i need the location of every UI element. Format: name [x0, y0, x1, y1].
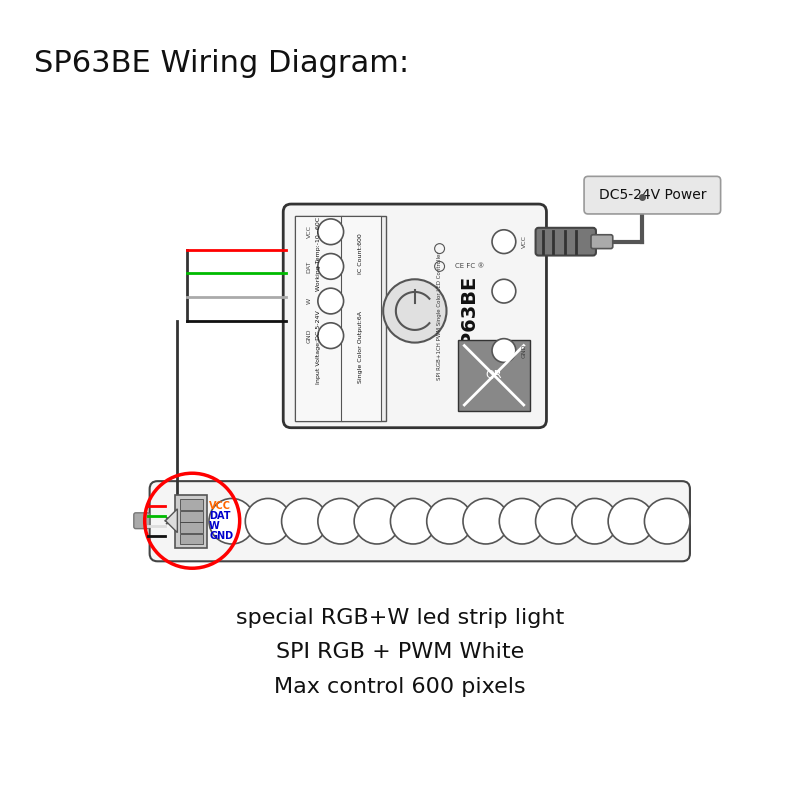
FancyBboxPatch shape — [535, 228, 596, 255]
Circle shape — [492, 230, 516, 254]
Circle shape — [426, 498, 472, 544]
Circle shape — [535, 498, 581, 544]
Text: VCC: VCC — [306, 226, 311, 238]
Circle shape — [282, 498, 327, 544]
Text: IC Count:600: IC Count:600 — [358, 233, 363, 274]
Text: GND: GND — [306, 329, 311, 343]
Text: Max control 600 pixels: Max control 600 pixels — [274, 677, 526, 697]
Circle shape — [645, 498, 690, 544]
Circle shape — [390, 498, 436, 544]
Circle shape — [383, 279, 446, 342]
Circle shape — [318, 254, 343, 279]
FancyBboxPatch shape — [180, 522, 202, 533]
FancyBboxPatch shape — [584, 176, 721, 214]
Text: VCC: VCC — [209, 501, 231, 511]
Text: CE FC ®: CE FC ® — [454, 263, 484, 270]
Text: DAT: DAT — [306, 260, 311, 273]
Text: SPI RGB+1CH PWM Single Color LED Controller: SPI RGB+1CH PWM Single Color LED Control… — [437, 251, 442, 380]
FancyBboxPatch shape — [591, 234, 613, 249]
Text: QR: QR — [486, 370, 502, 380]
FancyBboxPatch shape — [150, 481, 690, 562]
FancyBboxPatch shape — [295, 216, 386, 421]
Circle shape — [354, 498, 400, 544]
FancyBboxPatch shape — [283, 204, 546, 428]
Text: SP63BE: SP63BE — [460, 274, 478, 358]
Text: Single Color Output:6A: Single Color Output:6A — [358, 311, 363, 383]
Polygon shape — [166, 509, 178, 533]
FancyBboxPatch shape — [180, 499, 202, 510]
Circle shape — [318, 219, 343, 245]
Circle shape — [492, 338, 516, 362]
Text: SP63BE Wiring Diagram:: SP63BE Wiring Diagram: — [34, 49, 409, 78]
Text: DC5-24V Power: DC5-24V Power — [598, 188, 706, 202]
FancyBboxPatch shape — [458, 340, 530, 411]
FancyBboxPatch shape — [175, 495, 207, 549]
Text: DAT: DAT — [209, 510, 230, 521]
Circle shape — [608, 498, 654, 544]
Text: GND: GND — [522, 343, 526, 358]
Circle shape — [318, 498, 363, 544]
Circle shape — [318, 323, 343, 349]
FancyBboxPatch shape — [180, 534, 202, 545]
Text: GND: GND — [209, 530, 233, 541]
Text: Working Temp:-10~60C: Working Temp:-10~60C — [316, 217, 322, 290]
Circle shape — [209, 498, 254, 544]
Circle shape — [463, 498, 509, 544]
Circle shape — [499, 498, 545, 544]
Circle shape — [246, 498, 291, 544]
Circle shape — [492, 279, 516, 303]
Circle shape — [318, 288, 343, 314]
Text: special RGB+W led strip light: special RGB+W led strip light — [236, 608, 564, 628]
Text: SPI RGB + PWM White: SPI RGB + PWM White — [276, 642, 524, 662]
Text: W: W — [306, 298, 311, 304]
Text: W: W — [209, 521, 220, 530]
FancyBboxPatch shape — [180, 511, 202, 522]
Text: VCC: VCC — [522, 235, 526, 248]
FancyBboxPatch shape — [134, 513, 150, 529]
FancyBboxPatch shape — [295, 216, 342, 421]
Circle shape — [572, 498, 618, 544]
Text: Input Voltage:DC 5-24V: Input Voltage:DC 5-24V — [316, 310, 322, 384]
FancyBboxPatch shape — [341, 216, 381, 421]
